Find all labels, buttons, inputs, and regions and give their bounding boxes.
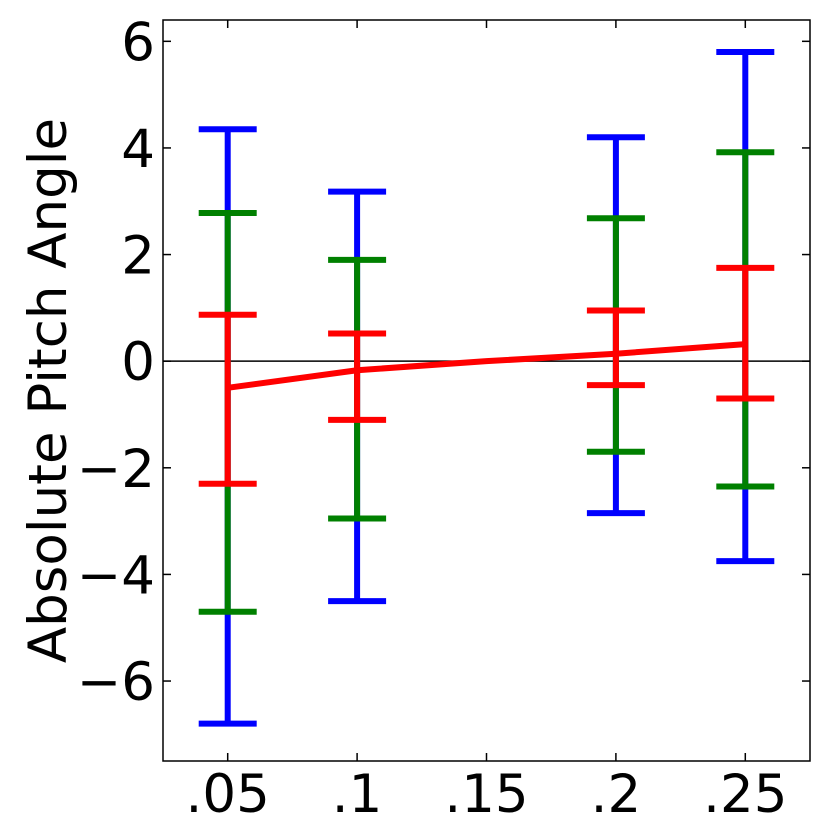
- y-tick-label: −2: [77, 439, 155, 500]
- y-tick-label: 0: [121, 332, 155, 393]
- x-tick-label: .2: [591, 764, 642, 825]
- mean-line: [227, 341, 746, 391]
- x-tick-label: .1: [332, 764, 383, 825]
- x-tick-label: .05: [186, 764, 270, 825]
- x-tick-label: .15: [444, 764, 528, 825]
- y-axis-label: Absolute Pitch Angle: [18, 118, 79, 663]
- y-tick-label: −6: [77, 652, 155, 713]
- axis-ticks: .05 .1 .15 .2 .25 −6 −4 −2 0 2 4 6: [77, 12, 810, 825]
- y-tick-label: 6: [121, 12, 155, 73]
- y-tick-label: −4: [77, 545, 155, 606]
- plot-area: [163, 48, 810, 727]
- x-tick-label: .25: [703, 764, 787, 825]
- y-tick-label: 2: [121, 226, 155, 287]
- y-tick-label: 4: [121, 119, 155, 180]
